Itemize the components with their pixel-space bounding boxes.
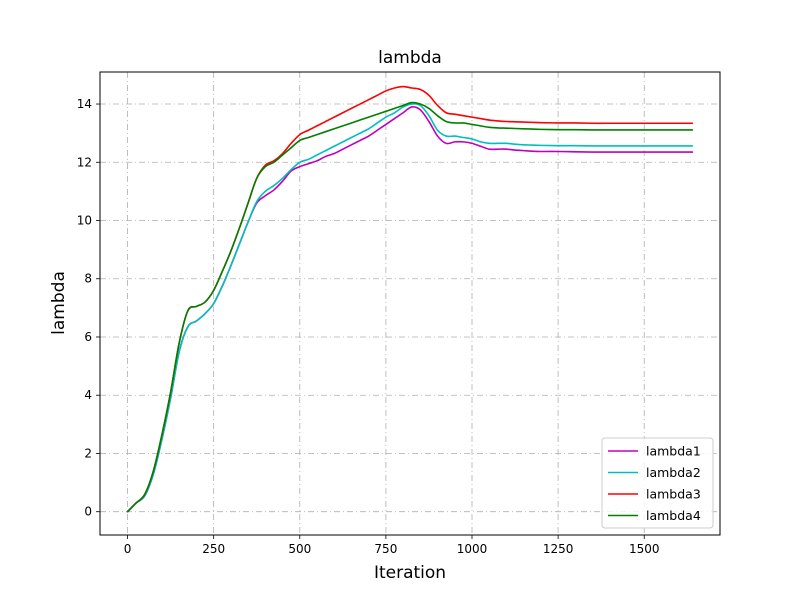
y-tick-label: 0 <box>84 505 92 519</box>
x-tick-label: 750 <box>374 542 397 556</box>
y-tick-label: 12 <box>77 155 92 169</box>
x-tick-label: 1250 <box>543 542 574 556</box>
x-axis-label: Iteration <box>374 563 446 583</box>
legend-label-lambda2: lambda2 <box>646 465 701 480</box>
y-tick-label: 8 <box>84 272 92 286</box>
x-tick-label: 500 <box>288 542 311 556</box>
chart-title: lambda <box>378 48 442 68</box>
series-layer <box>126 85 694 513</box>
legend-box <box>601 437 714 529</box>
y-tick-label: 6 <box>84 330 92 344</box>
y-tick-label: 10 <box>77 214 92 228</box>
x-tick-label: 0 <box>124 542 132 556</box>
series-line-lambda2 <box>126 103 694 513</box>
series-line-lambda4 <box>126 101 694 513</box>
y-tick-label: 2 <box>84 446 92 460</box>
legend: lambda1 lambda2 lambda3 lambda4 <box>601 437 714 529</box>
x-tick-label: 1000 <box>457 542 488 556</box>
tick-layer: 0 250 500 750 1000 1250 1500 0 2 4 6 8 10 12 14 <box>77 97 660 556</box>
axes-frame <box>99 71 721 536</box>
legend-label-lambda4: lambda4 <box>646 508 701 523</box>
y-tick-label: 14 <box>77 97 92 111</box>
x-tick-label: 1500 <box>629 542 660 556</box>
y-tick-label: 4 <box>84 388 92 402</box>
legend-label-lambda3: lambda3 <box>646 487 701 502</box>
y-axis-label: lambda <box>49 271 69 335</box>
legend-items: lambda1 lambda2 lambda3 lambda4 <box>608 444 701 523</box>
legend-label-lambda1: lambda1 <box>646 444 701 459</box>
x-tick-label: 250 <box>202 542 225 556</box>
